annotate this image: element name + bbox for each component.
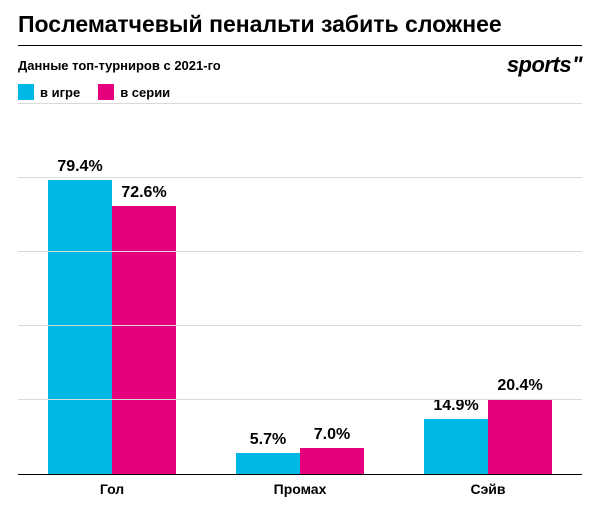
legend-item-in-play: в игре [18,84,80,100]
bar-value-label: 5.7% [236,431,300,449]
bar: 5.7% [236,453,300,474]
legend-item-in-series: в серии [98,84,170,100]
bar-value-label: 20.4% [488,377,552,395]
title-divider [18,45,582,46]
chart-title: Послематчевый пенальти забить сложнее [18,12,582,37]
bar: 72.6% [112,206,176,474]
plot: 79.4%72.6%5.7%7.0%14.9%20.4% ГолПромахСэ… [18,104,582,502]
bar: 14.9% [424,419,488,474]
legend-swatch-icon [18,84,34,100]
grid-line [18,399,582,400]
chart-subtitle: Данные топ-турниров с 2021-го [18,58,221,73]
chart-card: Послематчевый пенальти забить сложнее Да… [0,0,600,520]
bar: 79.4% [48,180,112,474]
brand-name: sports [507,52,571,78]
x-axis-label: Промах [206,475,394,502]
grid-line [18,251,582,252]
bar-groups: 79.4%72.6%5.7%7.0%14.9%20.4% [18,104,582,474]
bar-value-label: 79.4% [48,158,112,176]
legend-label: в серии [120,85,170,100]
bar-value-label: 7.0% [300,426,364,444]
bar: 7.0% [300,448,364,474]
plot-area: 79.4%72.6%5.7%7.0%14.9%20.4% [18,104,582,474]
bar-group: 5.7%7.0% [206,104,394,474]
legend-swatch-icon [98,84,114,100]
x-axis-label: Сэйв [394,475,582,502]
legend-label: в игре [40,85,80,100]
grid-line [18,325,582,326]
brand-mark-icon: " [572,52,582,78]
bar-group: 79.4%72.6% [18,104,206,474]
grid-line [18,177,582,178]
subhead-row: Данные топ-турниров с 2021-го sports" [18,52,582,78]
bar-group: 14.9%20.4% [394,104,582,474]
bar-value-label: 72.6% [112,184,176,202]
legend: в игре в серии [18,84,582,100]
x-axis-label: Гол [18,475,206,502]
grid-line [18,103,582,104]
brand-logo: sports" [507,52,582,78]
x-axis: ГолПромахСэйв [18,474,582,502]
bar: 20.4% [488,399,552,474]
